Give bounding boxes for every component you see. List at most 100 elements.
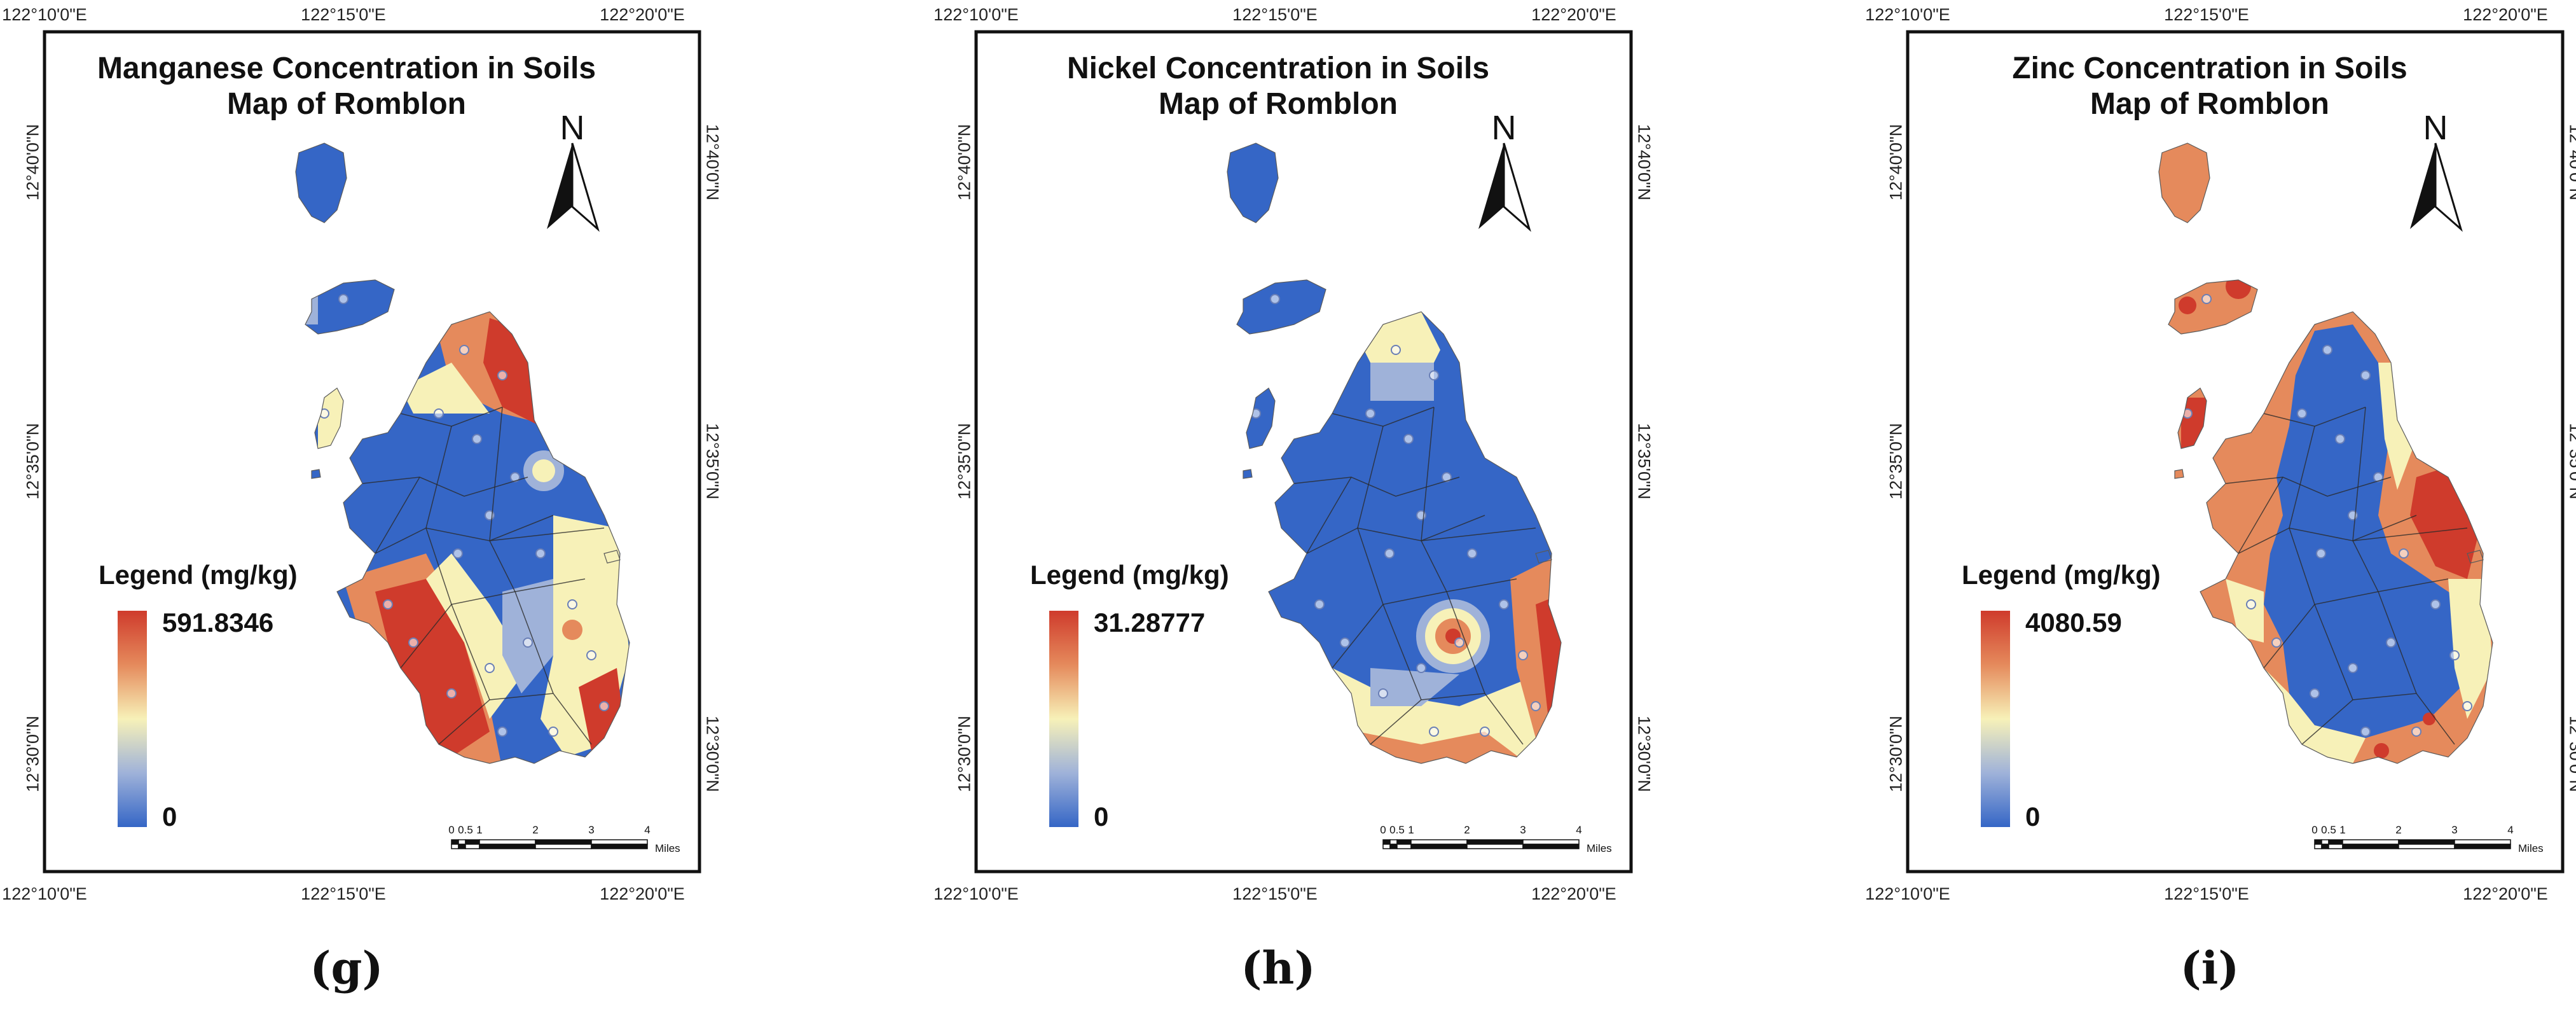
scale-bar-label: 3 — [1520, 824, 1526, 836]
sample-point — [2360, 370, 2371, 380]
longitude-tick-top: 122°20'0"E — [2463, 5, 2548, 24]
map-title-line2: Map of Romblon — [1159, 87, 1398, 121]
latitude-tick-right: 12°40'0"N — [1634, 123, 1654, 201]
sample-point — [497, 370, 507, 380]
longitude-tick-bottom: 122°15'0"E — [2164, 884, 2249, 903]
map-title: Nickel Concentration in Soils Map of Romb… — [1067, 51, 1489, 122]
sample-point — [2386, 637, 2396, 648]
longitude-tick-bottom: 122°20'0"E — [600, 884, 685, 903]
scale-bar-label: 4 — [1576, 824, 1582, 836]
scale-bar-label: 0 — [1380, 824, 1386, 836]
sample-point — [2360, 727, 2371, 737]
latitude-tick-left: 12°40'0"N — [954, 123, 974, 201]
sample-point — [510, 472, 520, 482]
sample-point — [1403, 434, 1414, 444]
longitude-tick-bottom: 122°10'0"E — [2, 884, 87, 903]
sample-point — [497, 727, 507, 737]
longitude-tick-top: 122°10'0"E — [933, 5, 1019, 24]
sample-point — [2316, 548, 2326, 559]
sample-point — [1531, 701, 1541, 711]
latitude-tick-right: 12°40'0"N — [703, 123, 722, 201]
scale-bar-label: 1 — [476, 824, 483, 836]
sample-point — [1499, 599, 1509, 609]
scale-bar — [1382, 839, 1580, 849]
scale-bar-unit: Miles — [2518, 842, 2544, 854]
latitude-tick-right: 12°30'0"N — [2566, 715, 2576, 793]
legend-max-value: 591.8346 — [162, 608, 274, 637]
legend-color-ramp — [118, 611, 147, 827]
map-title-line1: Nickel Concentration in Soils — [1066, 52, 1490, 85]
sample-point — [1391, 345, 1401, 355]
legend-color-ramp — [1049, 611, 1078, 827]
map-title: Zinc Concentration in Soils Map of Romblo… — [2012, 51, 2407, 122]
north-label: N — [1491, 109, 1517, 147]
sample-point — [383, 599, 393, 609]
longitude-tick-top: 122°15'0"E — [2164, 5, 2249, 24]
scale-bar-label: 0 — [448, 824, 455, 836]
latitude-tick-left: 12°35'0"N — [23, 422, 43, 500]
legend-max-value: 31.28777 — [1094, 608, 1206, 637]
sample-point — [1429, 370, 1439, 380]
panel-caption: (i) — [2180, 942, 2240, 994]
longitude-tick-top: 122°15'0"E — [301, 5, 386, 24]
scale-bar-label: 1 — [2339, 824, 2346, 836]
latitude-tick-right: 12°35'0"N — [703, 422, 722, 500]
sample-point — [1314, 599, 1325, 609]
sample-point — [408, 637, 418, 648]
longitude-tick-top: 122°10'0"E — [2, 5, 87, 24]
north-label: N — [560, 109, 585, 147]
map-title-line1: Manganese Concentration in Soils — [97, 52, 596, 85]
sample-point — [1378, 688, 1388, 699]
sample-point — [472, 434, 482, 444]
latitude-tick-right: 12°30'0"N — [703, 715, 722, 793]
legend-min-value: 0 — [2025, 802, 2041, 832]
sample-point — [1365, 408, 1375, 419]
map-canvas — [974, 30, 1633, 873]
longitude-tick-bottom: 122°10'0"E — [1865, 884, 1950, 903]
sample-point — [2271, 637, 2282, 648]
scale-bar-label: 1 — [1408, 824, 1414, 836]
longitude-tick-bottom: 122°10'0"E — [933, 884, 1019, 903]
scale-bar-label: 0.5 — [1389, 824, 1405, 836]
sample-point — [446, 688, 457, 699]
latitude-tick-right: 12°35'0"N — [2566, 422, 2576, 500]
panel-caption: (h) — [1241, 942, 1316, 994]
scale-bar-label: 2 — [532, 824, 539, 836]
north-arrow-icon — [547, 143, 600, 232]
sample-point — [1467, 548, 1477, 559]
sample-point — [2373, 472, 2383, 482]
sample-point — [2246, 599, 2256, 609]
scale-bar-unit: Miles — [655, 842, 680, 854]
legend-title: Legend (mg/kg) — [1030, 560, 1229, 590]
sample-point — [2335, 434, 2345, 444]
sample-point — [2297, 408, 2307, 419]
scale-bar — [2314, 839, 2511, 849]
scale-bar-label: 2 — [1464, 824, 1470, 836]
sample-point — [2462, 701, 2472, 711]
legend-title: Legend (mg/kg) — [99, 560, 298, 590]
sample-point — [1270, 294, 1280, 304]
sample-point — [2201, 294, 2212, 304]
sample-point — [1518, 650, 1528, 660]
map-title-line2: Map of Romblon — [227, 87, 466, 121]
latitude-tick-left: 12°30'0"N — [1886, 715, 1906, 793]
scale-bar-label: 3 — [2451, 824, 2458, 836]
sample-point — [548, 727, 558, 737]
panel-caption: (g) — [310, 942, 383, 994]
latitude-tick-right: 12°30'0"N — [1634, 715, 1654, 793]
map-title-line1: Zinc Concentration in Soils — [2012, 52, 2407, 85]
sample-point — [1340, 637, 1350, 648]
scale-bar-label: 0.5 — [2321, 824, 2336, 836]
longitude-tick-bottom: 122°20'0"E — [1531, 884, 1616, 903]
sample-point — [586, 650, 596, 660]
scale-bar-label: 3 — [588, 824, 595, 836]
sample-point — [567, 599, 577, 609]
longitude-tick-bottom: 122°15'0"E — [1232, 884, 1318, 903]
sample-point — [523, 637, 533, 648]
longitude-tick-top: 122°20'0"E — [600, 5, 685, 24]
north-label: N — [2423, 109, 2448, 147]
map-panel-h: 0 0.5 1 2 3 4 Miles 122°10'0"E 122°10'0"E 122°15'… — [933, 0, 1688, 1016]
legend-min-value: 0 — [162, 802, 177, 832]
scale-bar-label: 0.5 — [458, 824, 473, 836]
sample-point — [2430, 599, 2441, 609]
